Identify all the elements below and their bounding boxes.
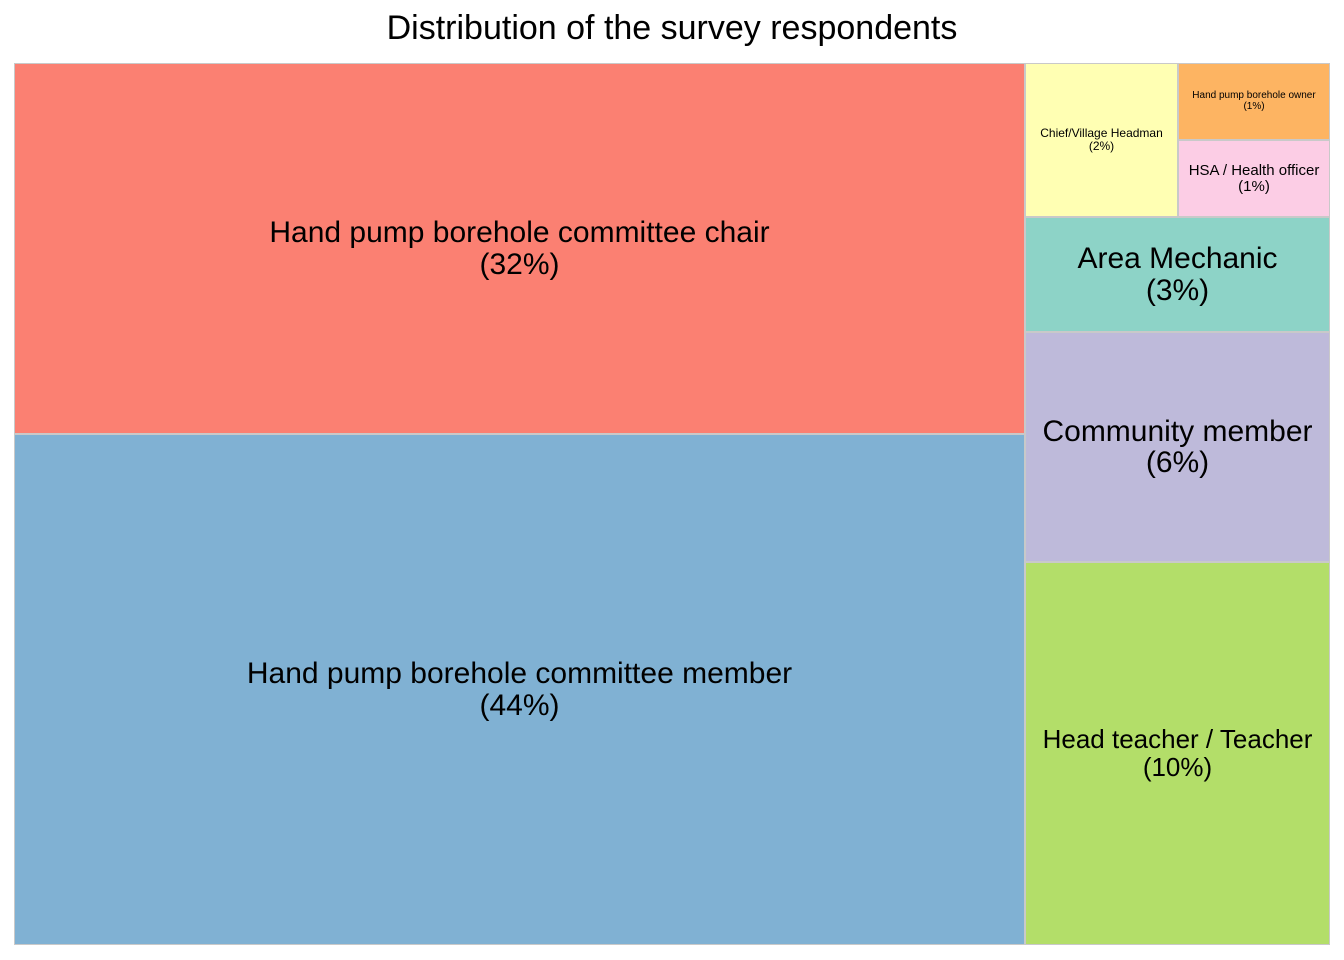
tile-percent-chief-headman: (2%) — [1088, 139, 1115, 153]
tile-area-mechanic: Area Mechanic (3%) — [1025, 217, 1330, 332]
tile-label-chief-headman: Chief/Village Headman — [1040, 126, 1163, 141]
tile-percent-borehole-owner: (1%) — [1243, 100, 1265, 112]
tile-label-committee-member: Hand pump borehole committee member — [246, 657, 793, 690]
tile-chief-headman: Chief/Village Headman (2%) — [1025, 63, 1178, 217]
tile-label-head-teacher: Head teacher / Teacher — [1042, 724, 1313, 755]
tile-health-officer: HSA / Health officer (1%) — [1178, 140, 1330, 217]
tile-label-community-member: Community member — [1042, 414, 1313, 448]
tile-percent-community-member: (6%) — [1145, 446, 1210, 479]
tile-percent-committee-member: (44%) — [479, 688, 560, 722]
tile-percent-committee-chair: (32%) — [479, 247, 560, 281]
tile-percent-area-mechanic: (3%) — [1145, 273, 1210, 307]
tile-community-member: Community member (6%) — [1025, 332, 1330, 562]
tile-head-teacher: Head teacher / Teacher (10%) — [1025, 562, 1330, 945]
tile-committee-member: Hand pump borehole committee member (44%) — [14, 434, 1025, 945]
treemap: Hand pump borehole committee member (44%)… — [14, 63, 1330, 945]
tile-committee-chair: Hand pump borehole committee chair (32%) — [14, 63, 1025, 434]
tile-percent-health-officer: (1%) — [1238, 177, 1270, 195]
tile-percent-head-teacher: (10%) — [1142, 751, 1213, 782]
tile-label-borehole-owner: Hand pump borehole owner — [1192, 90, 1316, 101]
chart-title: Distribution of the survey respondents — [386, 9, 958, 47]
tile-label-health-officer: HSA / Health officer — [1188, 161, 1320, 179]
tile-label-committee-chair: Hand pump borehole committee chair — [269, 216, 770, 249]
tile-borehole-owner: Hand pump borehole owner (1%) — [1178, 63, 1330, 140]
tile-label-area-mechanic: Area Mechanic — [1077, 242, 1278, 275]
